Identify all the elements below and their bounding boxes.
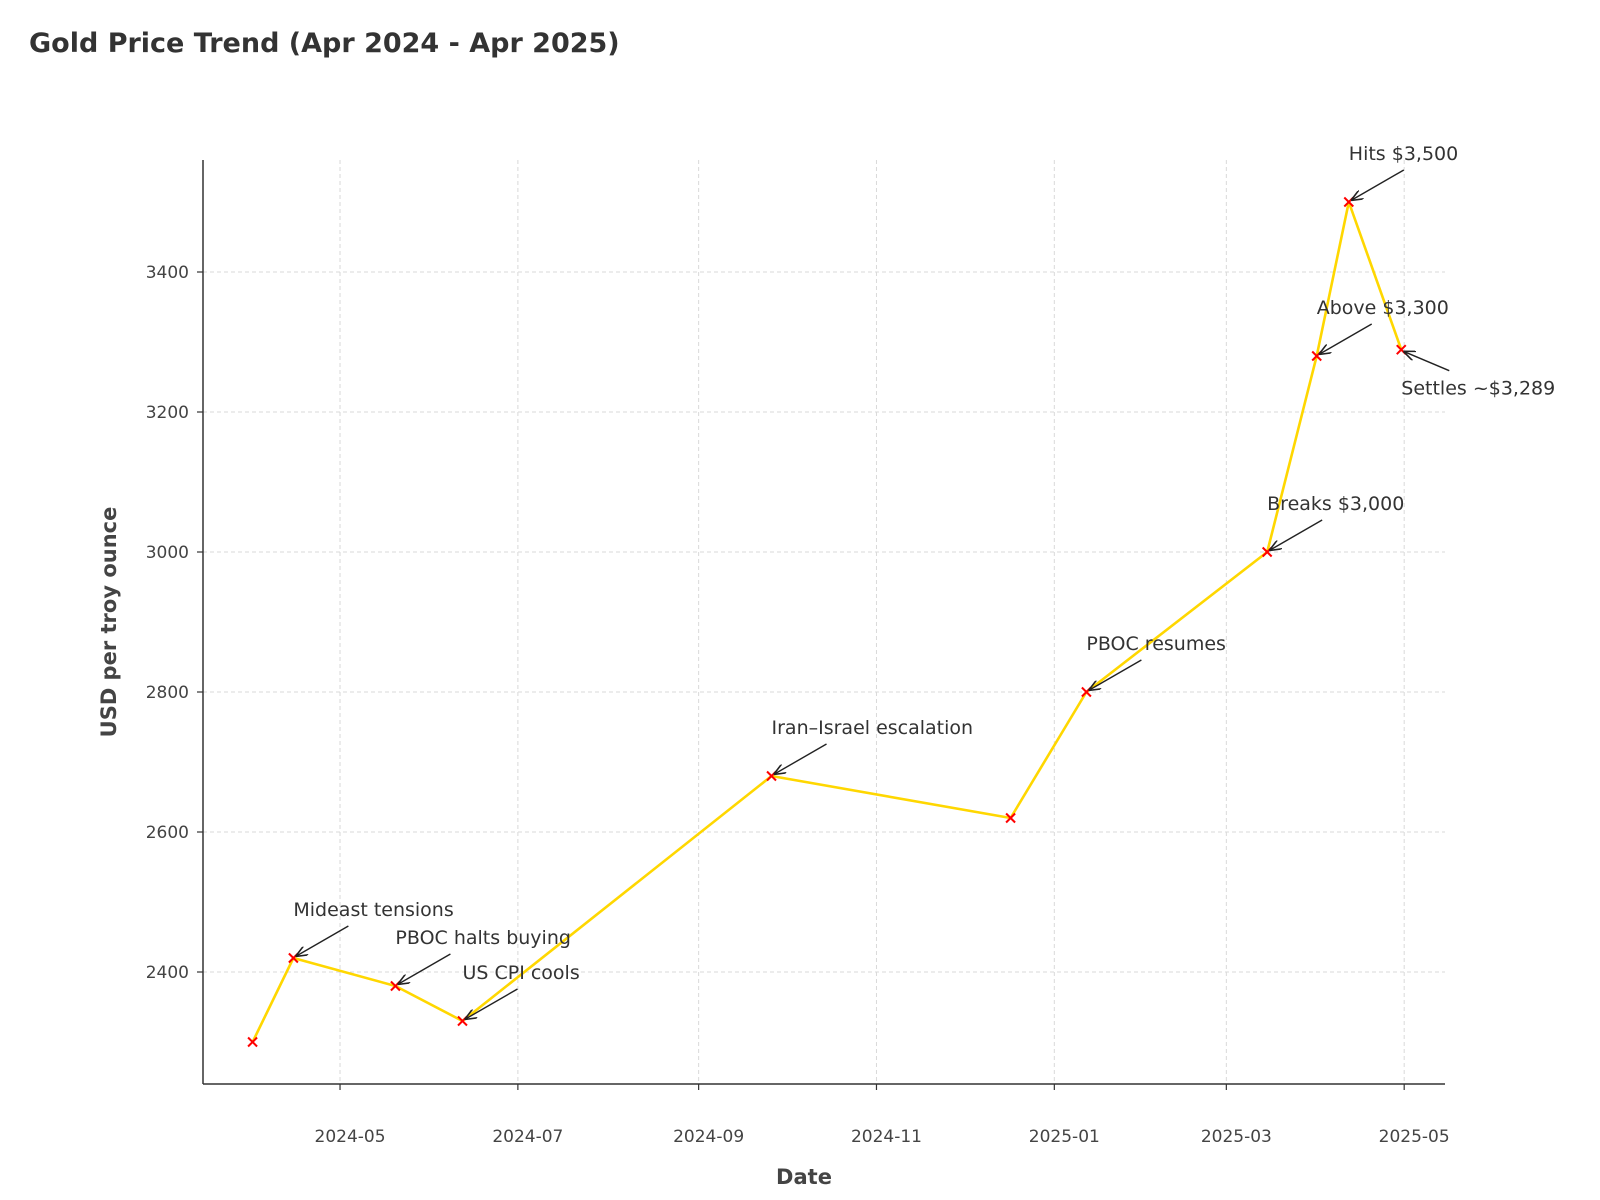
x-tick-label: 2025-03 <box>1201 1127 1272 1147</box>
annotation-text: Hits $3,500 <box>1349 143 1458 165</box>
marker-stroke <box>247 1036 258 1048</box>
annotation: PBOC resumes <box>1086 633 1226 690</box>
annotation-layer: Mideast tensions PBOC halts buying US CPI … <box>293 143 1555 1019</box>
data-point-marker <box>1081 686 1092 698</box>
x-tick-label: 2024-11 <box>851 1127 922 1147</box>
annotation-arrow <box>1270 519 1323 550</box>
y-tick-label: 3400 <box>146 263 189 283</box>
annotation-text: PBOC halts buying <box>395 927 571 949</box>
annotation-text: Iran–Israel escalation <box>772 717 974 739</box>
annotation-arrow <box>398 953 451 984</box>
grid-layer <box>203 160 1445 1084</box>
annotation-arrow <box>775 743 827 774</box>
annotation: Hits $3,500 <box>1349 143 1458 200</box>
data-point-marker <box>1005 812 1016 824</box>
annotation: Breaks $3,000 <box>1267 493 1404 550</box>
data-point-marker <box>457 1015 468 1027</box>
annotation: Settles ~$3,289 <box>1401 352 1555 400</box>
annotation-arrow <box>1320 323 1373 354</box>
y-tick-label: 2400 <box>146 963 189 983</box>
annotation-text: US CPI cools <box>462 962 579 984</box>
x-tick-label: 2024-09 <box>673 1127 744 1147</box>
annotation-arrow <box>1352 169 1405 200</box>
annotation-text: Breaks $3,000 <box>1267 493 1404 515</box>
annotation-text: Mideast tensions <box>293 899 453 921</box>
y-tick-label: 3200 <box>146 403 189 423</box>
chart-title: Gold Price Trend (Apr 2024 - Apr 2025) <box>29 28 620 59</box>
ticks-layer: 2400 2600 2800 3000 3200 3400 2024-05 2024-07 20… <box>146 263 1450 1147</box>
x-axis-label: Date <box>776 1165 832 1189</box>
annotation-arrow <box>1404 352 1450 372</box>
y-tick-label: 3000 <box>146 543 189 563</box>
y-axis-label: USD per troy ounce <box>97 507 121 738</box>
annotation: US CPI cools <box>462 962 580 1019</box>
annotation-text: PBOC resumes <box>1086 633 1226 655</box>
annotation-text: Settles ~$3,289 <box>1401 378 1555 400</box>
x-tick-label: 2025-01 <box>1029 1127 1100 1147</box>
annotation: Iran–Israel escalation <box>772 717 974 774</box>
annotation-text: Above $3,300 <box>1317 297 1449 319</box>
data-point-marker <box>247 1036 258 1048</box>
x-tick-label: 2024-05 <box>315 1127 386 1147</box>
y-tick-label: 2800 <box>146 683 189 703</box>
annotation: Above $3,300 <box>1317 297 1449 354</box>
annotation-arrow <box>296 925 349 956</box>
annotation-arrow <box>1089 659 1142 690</box>
marker-stroke <box>1396 344 1407 355</box>
axes-layer <box>202 160 1445 1085</box>
x-tick-label: 2025-05 <box>1379 1127 1450 1147</box>
annotation-arrow <box>465 988 518 1019</box>
y-tick-label: 2600 <box>146 823 189 843</box>
x-tick-label: 2024-07 <box>492 1127 563 1147</box>
marker-stroke <box>1005 812 1016 824</box>
annotation: Mideast tensions <box>293 899 454 956</box>
annotation: PBOC halts buying <box>395 927 571 984</box>
